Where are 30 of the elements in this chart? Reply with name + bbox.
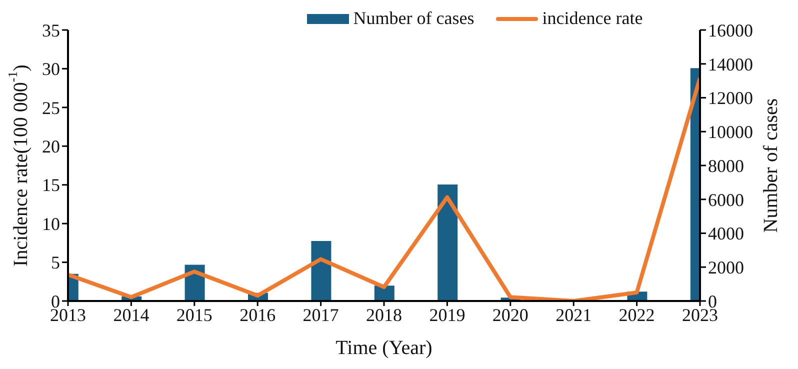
y-tick-label: 35 xyxy=(42,20,60,40)
x-tick-label: 2020 xyxy=(492,304,528,325)
x-tick-label: 2015 xyxy=(176,304,212,325)
y-tick-label: 15 xyxy=(42,175,60,196)
y2-tick-label: 14000 xyxy=(708,54,753,74)
y-tick-label: 25 xyxy=(42,98,60,118)
y2-tick-label: 10000 xyxy=(708,122,753,142)
x-tick-label: 2022 xyxy=(618,304,655,325)
y2-tick-label: 6000 xyxy=(708,190,744,210)
x-tick-label: 2018 xyxy=(366,304,402,325)
legend-label: Number of cases xyxy=(352,8,474,29)
x-axis-title: Time (Year) xyxy=(336,336,432,359)
y2-tick-label: 8000 xyxy=(708,156,744,176)
x-tick-label: 2016 xyxy=(240,304,276,325)
x-tick-label: 2014 xyxy=(113,304,150,325)
x-tick-label: 2021 xyxy=(556,304,592,325)
bar xyxy=(311,241,332,301)
bar xyxy=(438,184,458,301)
y2-tick-label: 2000 xyxy=(708,258,744,278)
y2-tick-label: 12000 xyxy=(708,88,753,108)
y-tick-label: 20 xyxy=(42,136,60,157)
y2-axis-title: Number of cases xyxy=(760,98,782,233)
y-tick-label: 10 xyxy=(42,214,60,234)
y2-tick-label: 4000 xyxy=(708,224,744,244)
y2-tick-label: 16000 xyxy=(708,20,753,40)
y-tick-label: 30 xyxy=(42,59,60,80)
y-tick-label: 5 xyxy=(51,252,60,273)
x-tick-label: 2019 xyxy=(429,304,466,325)
legend-label: incidence rate xyxy=(541,8,643,29)
x-tick-label: 2017 xyxy=(302,304,339,325)
